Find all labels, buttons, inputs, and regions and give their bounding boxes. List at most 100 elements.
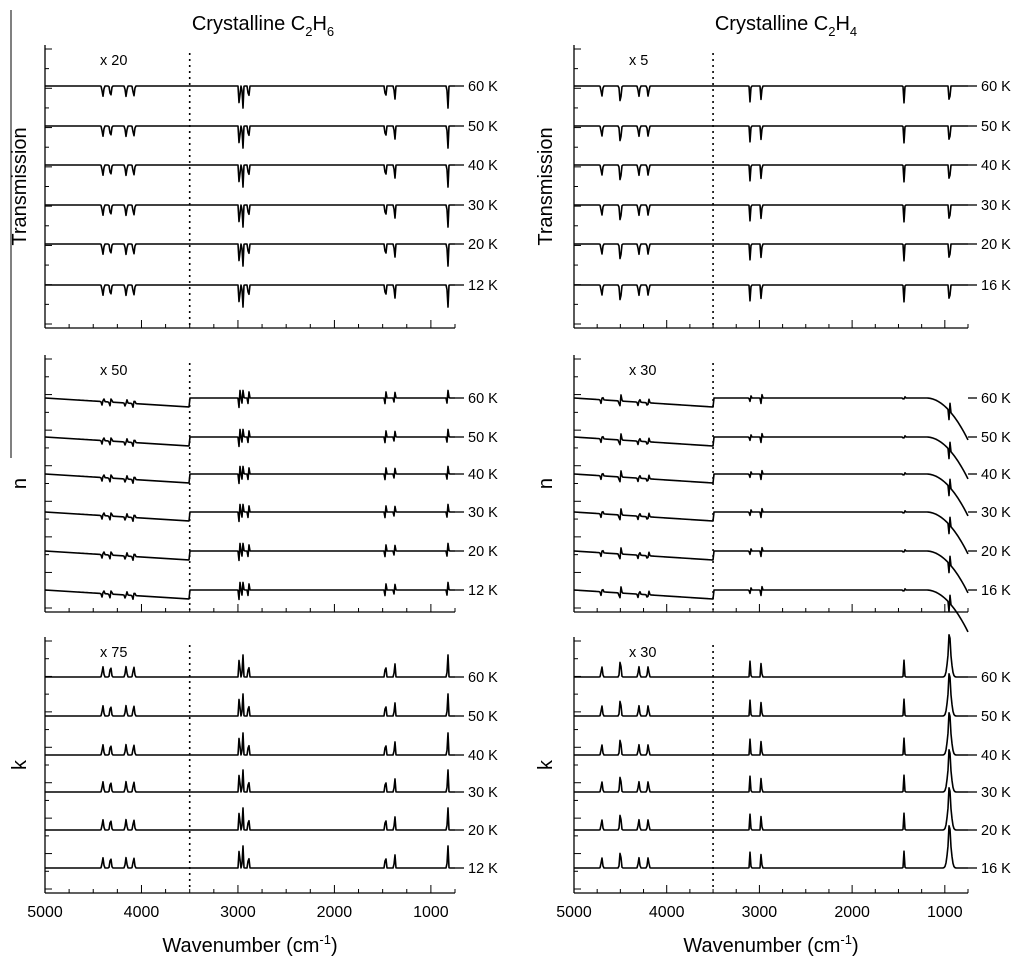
spectrum-trace xyxy=(573,432,969,480)
spectrum-trace xyxy=(573,393,969,441)
spectrum-trace xyxy=(45,204,455,228)
temperature-label: 50 K xyxy=(468,119,498,135)
x-tick-label: 3000 xyxy=(220,904,256,921)
x-tick-label: 1000 xyxy=(927,904,963,921)
temperature-label: 60 K xyxy=(981,79,1011,95)
panel-transmission: Transmission x 5 60 K 50 K 40 K 30 K 20 K 16 K xyxy=(535,45,1011,329)
spectrum-trace xyxy=(45,693,455,717)
spectrum-trace xyxy=(44,581,455,601)
temperature-label: 40 K xyxy=(981,467,1011,483)
x-tick-label: 4000 xyxy=(124,904,160,921)
scale-factor-label: x 30 xyxy=(629,645,656,661)
column-title: Crystalline C2H4 xyxy=(715,13,857,39)
y-axis-label: Transmission xyxy=(9,127,31,245)
title-subscript: 2 xyxy=(828,24,835,39)
temperature-label: 30 K xyxy=(468,505,498,521)
temperature-label: 60 K xyxy=(468,391,498,407)
temperature-label: 30 K xyxy=(981,505,1011,521)
scale-factor-label: x 75 xyxy=(100,645,127,661)
spectrum-trace xyxy=(574,786,968,831)
temperature-label: 40 K xyxy=(981,158,1011,174)
x-axis-label-superscript: -1 xyxy=(319,932,331,947)
y-axis-label: k xyxy=(535,759,557,770)
temperature-label: 16 K xyxy=(981,278,1011,294)
x-axis-label-text: ) xyxy=(331,935,338,957)
temperature-label: 16 K xyxy=(981,583,1011,599)
y-axis-label: n xyxy=(9,478,31,489)
spectrum-trace xyxy=(573,546,969,594)
temperature-label: 12 K xyxy=(468,583,498,599)
temperature-label: 20 K xyxy=(468,544,498,560)
spectrum-trace xyxy=(574,125,968,144)
scale-factor-label: x 30 xyxy=(629,363,656,379)
title-text: H xyxy=(835,13,849,35)
temperature-label: 40 K xyxy=(981,748,1011,764)
spectrum-trace xyxy=(573,585,969,633)
temperature-label: 50 K xyxy=(468,709,498,725)
temperature-label: 30 K xyxy=(468,198,498,214)
x-tick-label: 3000 xyxy=(742,904,778,921)
x-axis-label-text: ) xyxy=(852,935,859,957)
spectrum-trace xyxy=(45,654,455,678)
temperature-label: 20 K xyxy=(981,823,1011,839)
spectrum-trace xyxy=(45,845,455,869)
temperature-label: 50 K xyxy=(981,430,1011,446)
title-subscript: 2 xyxy=(305,24,312,39)
x-axis-label-text: Wavenumber (cm xyxy=(683,935,840,957)
temperature-label: 20 K xyxy=(468,237,498,253)
panel-n: n x 30 60 K 50 K 40 K 30 K 20 K 16 K xyxy=(535,355,1011,633)
temperature-label: 20 K xyxy=(468,823,498,839)
temperature-label: 20 K xyxy=(981,237,1011,253)
temperature-label: 60 K xyxy=(981,670,1011,686)
temperature-label: 40 K xyxy=(468,467,498,483)
y-axis-label: n xyxy=(535,478,557,489)
spectrum-trace xyxy=(574,748,968,793)
title-subscript: 4 xyxy=(850,24,857,39)
temperature-label: 60 K xyxy=(981,391,1011,407)
spectrum-trace xyxy=(44,542,455,562)
x-tick-label: 1000 xyxy=(413,904,449,921)
temperature-label: 40 K xyxy=(468,748,498,764)
x-axis-label-text: Wavenumber (cm xyxy=(162,935,319,957)
x-axis-label: Wavenumber (cm-1) xyxy=(683,932,858,957)
spectrum-trace xyxy=(44,503,455,523)
spectrum-trace xyxy=(573,507,969,555)
title-subscript: 6 xyxy=(327,24,334,39)
panel-k: k x 75 60 K 50 K 40 K 30 K 20 K 12 K 5000 4000 300… xyxy=(9,637,498,957)
spectrum-trace xyxy=(44,428,455,448)
spectrum-trace xyxy=(574,164,968,183)
title-text: Crystalline C xyxy=(715,13,828,35)
temperature-label: 20 K xyxy=(981,544,1011,560)
spectrum-trace xyxy=(574,711,968,756)
spectrum-trace xyxy=(45,85,455,109)
spectrum-trace xyxy=(45,769,455,793)
temperature-label: 60 K xyxy=(468,79,498,95)
scale-factor-label: x 50 xyxy=(100,363,127,379)
spectrum-trace xyxy=(45,284,455,308)
spectrum-trace xyxy=(44,389,455,409)
panel-k: k x 30 60 K 50 K 40 K 30 K 20 K 16 K 5000 4000 300… xyxy=(535,633,1011,957)
temperature-label: 50 K xyxy=(981,119,1011,135)
x-tick-label: 5000 xyxy=(556,904,592,921)
spectrum-trace xyxy=(45,732,455,756)
panel-transmission: Transmission x 20 60 K 50 K 40 K 30 K 20 K 12 K xyxy=(9,45,498,329)
temperature-label: 40 K xyxy=(468,158,498,174)
spectrum-trace xyxy=(574,85,968,104)
spectrum-trace xyxy=(45,807,455,831)
spectrum-trace xyxy=(574,284,968,303)
spectrum-trace xyxy=(44,465,455,485)
ethylene-column: Crystalline C2H4 Transmission x 5 60 K 50 K 4… xyxy=(535,13,1011,957)
spectrum-trace xyxy=(574,243,968,262)
column-title: Crystalline C2H6 xyxy=(192,13,334,39)
panel-n: n x 50 60 K 50 K 40 K 30 K 20 K 12 K xyxy=(9,355,498,613)
spectrum-trace xyxy=(573,469,969,517)
title-text: Crystalline C xyxy=(192,13,305,35)
title-text: H xyxy=(312,13,326,35)
x-tick-label: 4000 xyxy=(649,904,685,921)
temperature-label: 30 K xyxy=(468,785,498,801)
temperature-label: 50 K xyxy=(981,709,1011,725)
temperature-label: 12 K xyxy=(468,278,498,294)
spectrum-trace xyxy=(574,204,968,223)
temperature-label: 30 K xyxy=(981,198,1011,214)
